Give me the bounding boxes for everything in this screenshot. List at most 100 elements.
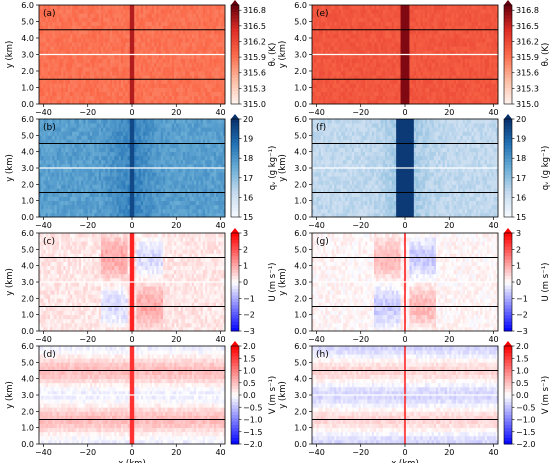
y-axis-label: y (km) <box>5 154 15 182</box>
y-tick-label: 6.0 <box>21 229 34 238</box>
colorbar-tick-label: 315.0 <box>516 100 539 109</box>
x-tick-label: 0 <box>129 448 134 457</box>
colorbar-tick-label: −0.5 <box>516 403 535 412</box>
colorbar-tick-label: 15 <box>516 213 526 222</box>
y-axis-label: y (km) <box>5 268 15 296</box>
colorbar-tick-label: 0.5 <box>516 379 529 388</box>
colorbar-tick-label: 3 <box>243 229 248 238</box>
x-tick-label: 0 <box>402 448 407 457</box>
x-axis-label: x (km) <box>118 459 146 463</box>
panel-label: (e) <box>316 9 329 19</box>
y-tick-label: 3.0 <box>21 51 34 60</box>
field-image <box>39 119 226 218</box>
y-tick-label: 4.0 <box>294 34 307 43</box>
colorbar-extend <box>504 114 512 119</box>
y-axis-label: y (km) <box>5 41 15 69</box>
colorbar-tick-label: 315.3 <box>516 84 539 93</box>
colorbar-tick-label: −1.5 <box>516 428 535 437</box>
panel-g: 0.01.02.03.04.05.06.0−40 −20 0 20 40y (km)(g… <box>278 228 550 344</box>
y-tick-label: 1.0 <box>294 311 307 320</box>
x-tick-label: 40 <box>488 221 498 230</box>
colorbar-label: U (m s⁻¹) <box>268 263 278 302</box>
y-axis-label: y (km) <box>278 268 288 296</box>
y-tick-label: 5.0 <box>21 358 34 367</box>
x-tick-label: −40 <box>35 448 52 457</box>
y-tick-label: 6.0 <box>21 342 34 351</box>
x-tick-label: 40 <box>215 335 225 344</box>
panel-a: 0.0 1.0 2.0 3.0 4.0 5.0 6.0 −40 −20 0 20 40 y (km) (a… <box>5 0 278 117</box>
y-tick-label: 0.0 <box>21 213 34 222</box>
y-tick-label: 0.0 <box>21 440 34 449</box>
colorbar-tick-label: 1.0 <box>516 367 529 376</box>
y-tick-label: 0.0 <box>21 327 34 336</box>
colorbar-tick-label: 0 <box>516 278 521 287</box>
x-tick-label: 0 <box>402 108 407 117</box>
colorbar-tick-label: 1.5 <box>243 354 256 363</box>
y-tick-label: 4.0 <box>21 375 34 384</box>
colorbar-extend <box>504 0 512 5</box>
colorbar-tick-label: 2 <box>243 245 248 254</box>
colorbar-tick-label: −2 <box>516 311 528 320</box>
y-tick-label: 4.0 <box>294 262 307 271</box>
y-tick-label: 5.0 <box>21 131 34 140</box>
panel-label: (c) <box>43 237 55 247</box>
x-tick-label: 20 <box>444 108 454 117</box>
x-tick-label: −40 <box>308 221 325 230</box>
panel-label: (a) <box>43 9 56 19</box>
x-tick-label: 40 <box>488 448 498 457</box>
colorbar-tick-label: 20 <box>516 115 526 124</box>
colorbar-frame <box>503 4 513 105</box>
field-image <box>39 5 226 105</box>
y-tick-label: 2.0 <box>294 294 307 303</box>
colorbar-tick-label: 17 <box>516 174 526 183</box>
y-axis-label: y (km) <box>278 381 288 409</box>
x-tick-label: −40 <box>35 221 52 230</box>
field-image <box>39 346 226 445</box>
x-tick-label: 40 <box>215 108 225 117</box>
colorbar-tick-label: 315.9 <box>243 53 266 62</box>
field-image <box>312 346 499 445</box>
panel-h: 0.0 1.0 2.0 3.0 4.0 5.0 6.0 −40 −20 0 20 40 y (km) x … <box>278 341 550 463</box>
colorbar-tick-label: 316.2 <box>516 37 539 46</box>
colorbar: 20 19 18 17 16 15 qᵥ (g kg⁻¹) <box>230 114 278 222</box>
x-tick-label: 0 <box>129 335 134 344</box>
colorbar-tick-label: 315.0 <box>243 100 266 109</box>
colorbar-tick-label: 1.5 <box>516 354 529 363</box>
colorbar: 2.0 1.5 1.0 0.5 0.0 −0.5 −1.0 −1.5 −2.0 V (m s⁻¹) <box>503 341 550 449</box>
colorbar-label: U (m s⁻¹) <box>541 263 550 302</box>
y-tick-label: 6.0 <box>294 342 307 351</box>
x-tick-label: −20 <box>352 221 369 230</box>
x-tick-label: 20 <box>171 335 181 344</box>
field-image <box>312 119 499 218</box>
panel-c: 0.01.02.03.04.05.06.0−40 −20 0 20 40y (km)(c… <box>5 228 278 344</box>
panel-label: (b) <box>43 123 56 133</box>
y-tick-label: 5.0 <box>294 245 307 254</box>
panel-e: 0.0 1.0 2.0 3.0 4.0 5.0 6.0 −40 −20 0 20 40 y (km) (e… <box>278 0 550 117</box>
colorbar-tick-label: 0.0 <box>516 391 529 400</box>
y-tick-label: 0.0 <box>294 213 307 222</box>
colorbar: 316.8 316.5 316.2 315.9 315.6 315.3 315.0 θᵥ (K… <box>230 0 278 109</box>
panel-label: (h) <box>316 350 329 360</box>
field-image <box>312 5 499 105</box>
y-tick-label: 2.0 <box>21 180 34 189</box>
panel-label: (g) <box>316 237 329 247</box>
y-tick-label: 6.0 <box>294 115 307 124</box>
colorbar-tick-label: −1.0 <box>516 416 535 425</box>
colorbar-extend <box>504 341 512 346</box>
x-tick-label: −40 <box>308 448 325 457</box>
y-axis-label: y (km) <box>278 41 288 69</box>
x-tick-label: −20 <box>79 108 96 117</box>
y-tick-label: 5.0 <box>294 358 307 367</box>
y-tick-label: 2.0 <box>294 180 307 189</box>
colorbar-tick-label: 1 <box>243 262 248 271</box>
y-tick-label: 0.0 <box>294 440 307 449</box>
colorbar-tick-label: 316.5 <box>243 22 266 31</box>
colorbar-tick-label: 316.5 <box>516 22 539 31</box>
colorbar-tick-label: 18 <box>516 154 526 163</box>
panel-label: (d) <box>43 350 56 360</box>
colorbar-tick-label: −1 <box>516 294 528 303</box>
colorbar-tick-label: 316.2 <box>243 37 266 46</box>
y-tick-label: 2.0 <box>294 67 307 76</box>
colorbar-tick-label: −1.0 <box>243 416 262 425</box>
colorbar-label: θᵥ (K) <box>268 43 278 67</box>
